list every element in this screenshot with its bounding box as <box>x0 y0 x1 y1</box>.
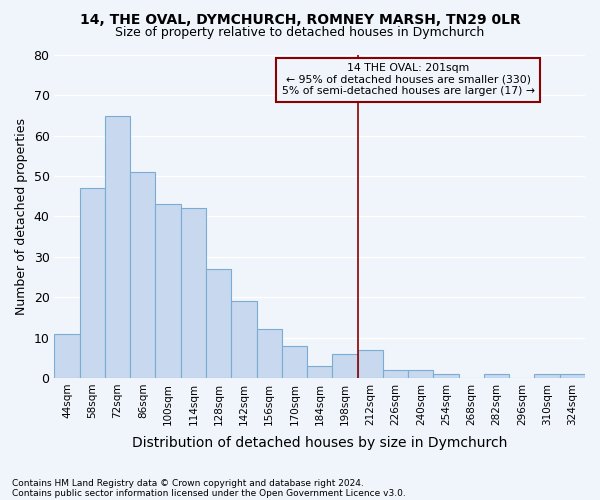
Bar <box>155 204 181 378</box>
Text: 14 THE OVAL: 201sqm
← 95% of detached houses are smaller (330)
5% of semi-detach: 14 THE OVAL: 201sqm ← 95% of detached ho… <box>281 63 535 96</box>
Bar <box>560 374 585 378</box>
Bar <box>282 346 307 378</box>
Bar <box>358 350 383 378</box>
Y-axis label: Number of detached properties: Number of detached properties <box>15 118 28 315</box>
Bar <box>206 269 231 378</box>
Bar <box>231 301 257 378</box>
Bar <box>105 116 130 378</box>
Text: Size of property relative to detached houses in Dymchurch: Size of property relative to detached ho… <box>115 26 485 39</box>
Bar <box>535 374 560 378</box>
X-axis label: Distribution of detached houses by size in Dymchurch: Distribution of detached houses by size … <box>132 436 508 450</box>
Bar <box>408 370 433 378</box>
Bar <box>484 374 509 378</box>
Bar <box>257 330 282 378</box>
Bar <box>130 172 155 378</box>
Bar <box>433 374 458 378</box>
Bar <box>181 208 206 378</box>
Text: Contains HM Land Registry data © Crown copyright and database right 2024.: Contains HM Land Registry data © Crown c… <box>12 478 364 488</box>
Text: Contains public sector information licensed under the Open Government Licence v3: Contains public sector information licen… <box>12 488 406 498</box>
Bar <box>332 354 358 378</box>
Text: 14, THE OVAL, DYMCHURCH, ROMNEY MARSH, TN29 0LR: 14, THE OVAL, DYMCHURCH, ROMNEY MARSH, T… <box>80 12 520 26</box>
Bar <box>80 188 105 378</box>
Bar <box>307 366 332 378</box>
Bar <box>55 334 80 378</box>
Bar <box>383 370 408 378</box>
